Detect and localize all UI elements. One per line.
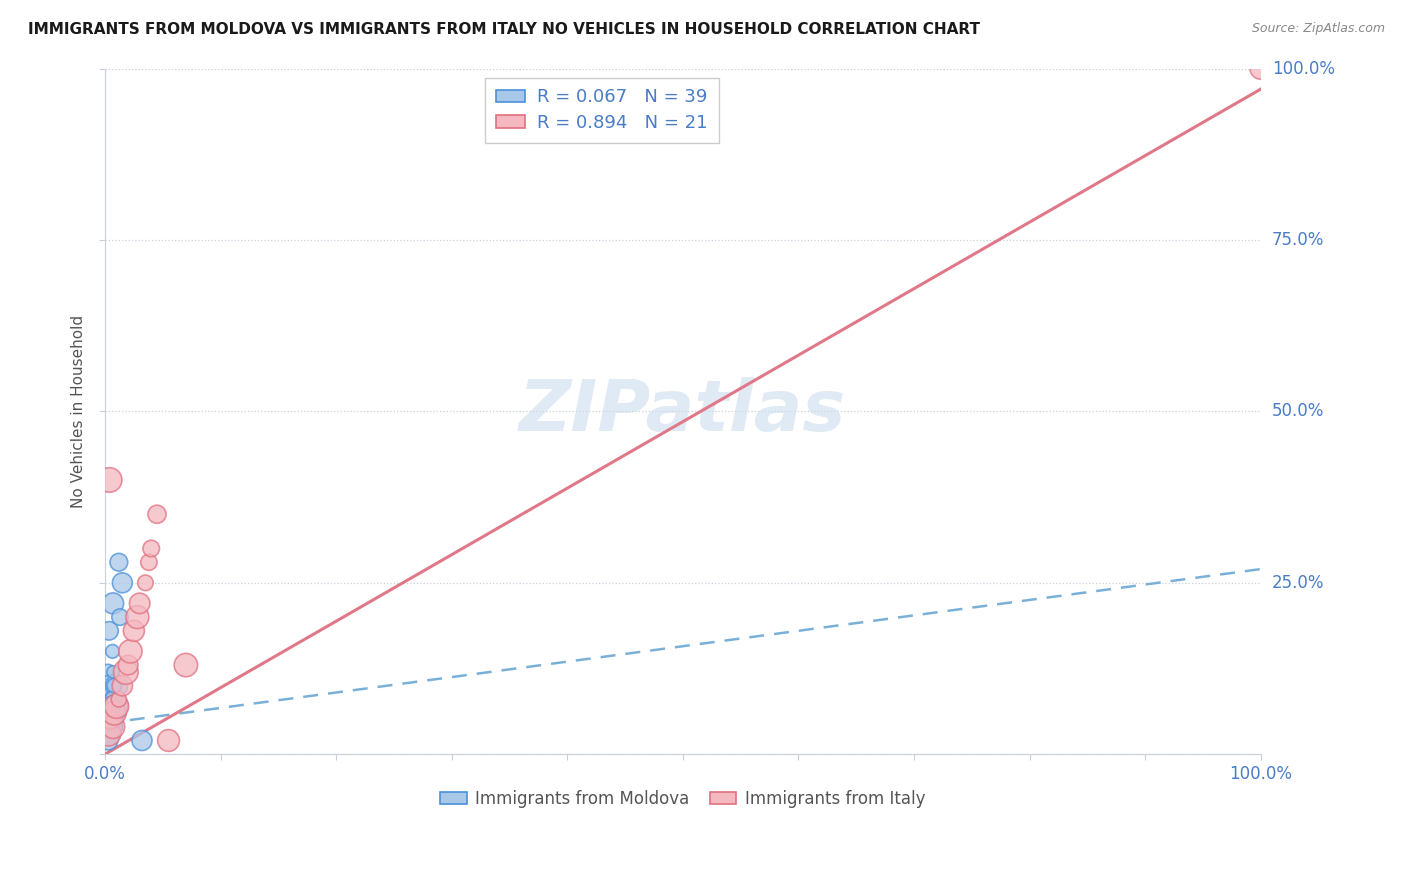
Point [122, 624, 145, 638]
Point [1250, 62, 1272, 76]
Point [97, 665, 120, 679]
Text: 75.0%: 75.0% [1272, 231, 1324, 249]
Point [100, 726, 122, 740]
Point [131, 733, 153, 747]
Text: 25.0%: 25.0% [1272, 574, 1324, 591]
Text: 100.0%: 100.0% [1272, 60, 1334, 78]
Point [96, 692, 118, 706]
Point [127, 610, 149, 624]
Point [105, 679, 128, 693]
Point [134, 575, 156, 590]
Point [100, 699, 122, 714]
Point [104, 720, 127, 734]
Y-axis label: No Vehicles in Household: No Vehicles in Household [72, 315, 86, 508]
Point [138, 555, 160, 569]
Point [111, 679, 134, 693]
Point [96, 726, 118, 740]
Point [100, 713, 122, 727]
Point [107, 706, 129, 720]
Point [100, 726, 122, 740]
Point [97, 733, 120, 747]
Point [111, 575, 134, 590]
Point [97, 713, 120, 727]
Point [98, 624, 121, 638]
Point [103, 679, 125, 693]
Point [97, 726, 120, 740]
Point [114, 665, 136, 679]
Point [108, 555, 131, 569]
Point [103, 706, 125, 720]
Point [103, 692, 125, 706]
Point [105, 699, 128, 714]
Text: Source: ZipAtlas.com: Source: ZipAtlas.com [1251, 22, 1385, 36]
Point [108, 610, 131, 624]
Point [101, 726, 124, 740]
Point [98, 720, 121, 734]
Point [96, 713, 118, 727]
Point [98, 706, 121, 720]
Point [98, 679, 121, 693]
Point [97, 726, 120, 740]
Text: ZIPatlas: ZIPatlas [519, 377, 846, 446]
Point [101, 596, 124, 610]
Point [101, 665, 124, 679]
Point [141, 541, 163, 556]
Legend: Immigrants from Moldova, Immigrants from Italy: Immigrants from Moldova, Immigrants from… [434, 783, 932, 814]
Point [100, 706, 122, 720]
Text: IMMIGRANTS FROM MOLDOVA VS IMMIGRANTS FROM ITALY NO VEHICLES IN HOUSEHOLD CORREL: IMMIGRANTS FROM MOLDOVA VS IMMIGRANTS FR… [28, 22, 980, 37]
Point [101, 713, 124, 727]
Point [128, 596, 150, 610]
Point [108, 692, 131, 706]
Point [100, 699, 122, 714]
Point [101, 692, 124, 706]
Point [97, 720, 120, 734]
Point [146, 508, 169, 522]
Point [157, 733, 180, 747]
Point [96, 706, 118, 720]
Point [104, 713, 127, 727]
Point [98, 713, 121, 727]
Text: 50.0%: 50.0% [1272, 402, 1324, 420]
Point [120, 644, 142, 658]
Point [105, 699, 128, 714]
Point [98, 473, 121, 487]
Point [101, 644, 124, 658]
Point [97, 713, 120, 727]
Point [98, 720, 121, 734]
Point [117, 658, 139, 673]
Point [101, 720, 124, 734]
Point [174, 658, 197, 673]
Point [101, 720, 124, 734]
